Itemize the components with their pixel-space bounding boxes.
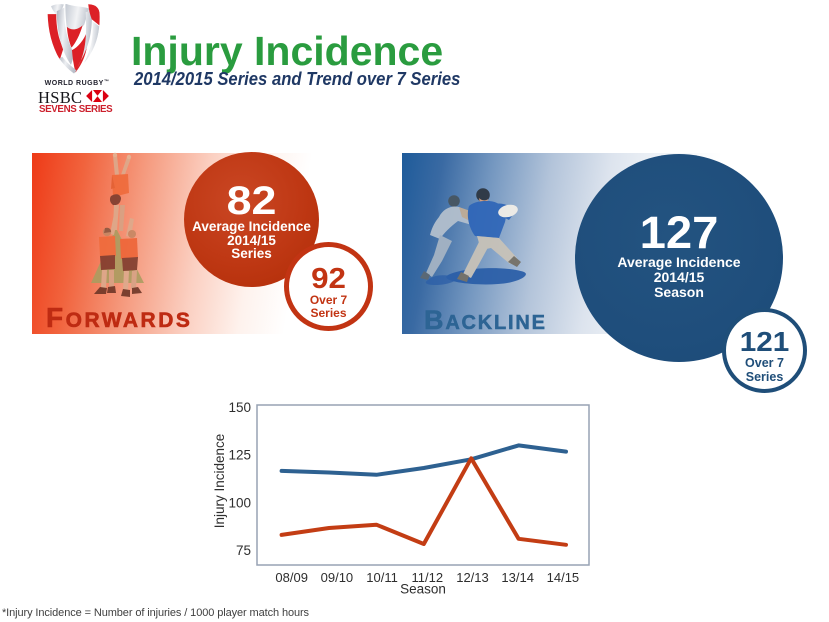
svg-text:125: 125 — [228, 448, 251, 463]
svg-text:10/11: 10/11 — [366, 570, 398, 585]
svg-text:100: 100 — [228, 495, 251, 510]
svg-text:Injury Incidence: Injury Incidence — [212, 434, 227, 529]
svg-text:09/10: 09/10 — [321, 570, 354, 585]
svg-text:13/14: 13/14 — [501, 570, 534, 585]
svg-text:08/09: 08/09 — [275, 570, 308, 585]
svg-text:Season: Season — [400, 582, 446, 597]
svg-text:14/15: 14/15 — [547, 570, 580, 585]
svg-text:12/13: 12/13 — [456, 570, 489, 585]
svg-text:75: 75 — [236, 543, 251, 558]
svg-text:11/12: 11/12 — [412, 570, 444, 585]
svg-text:150: 150 — [228, 400, 251, 415]
